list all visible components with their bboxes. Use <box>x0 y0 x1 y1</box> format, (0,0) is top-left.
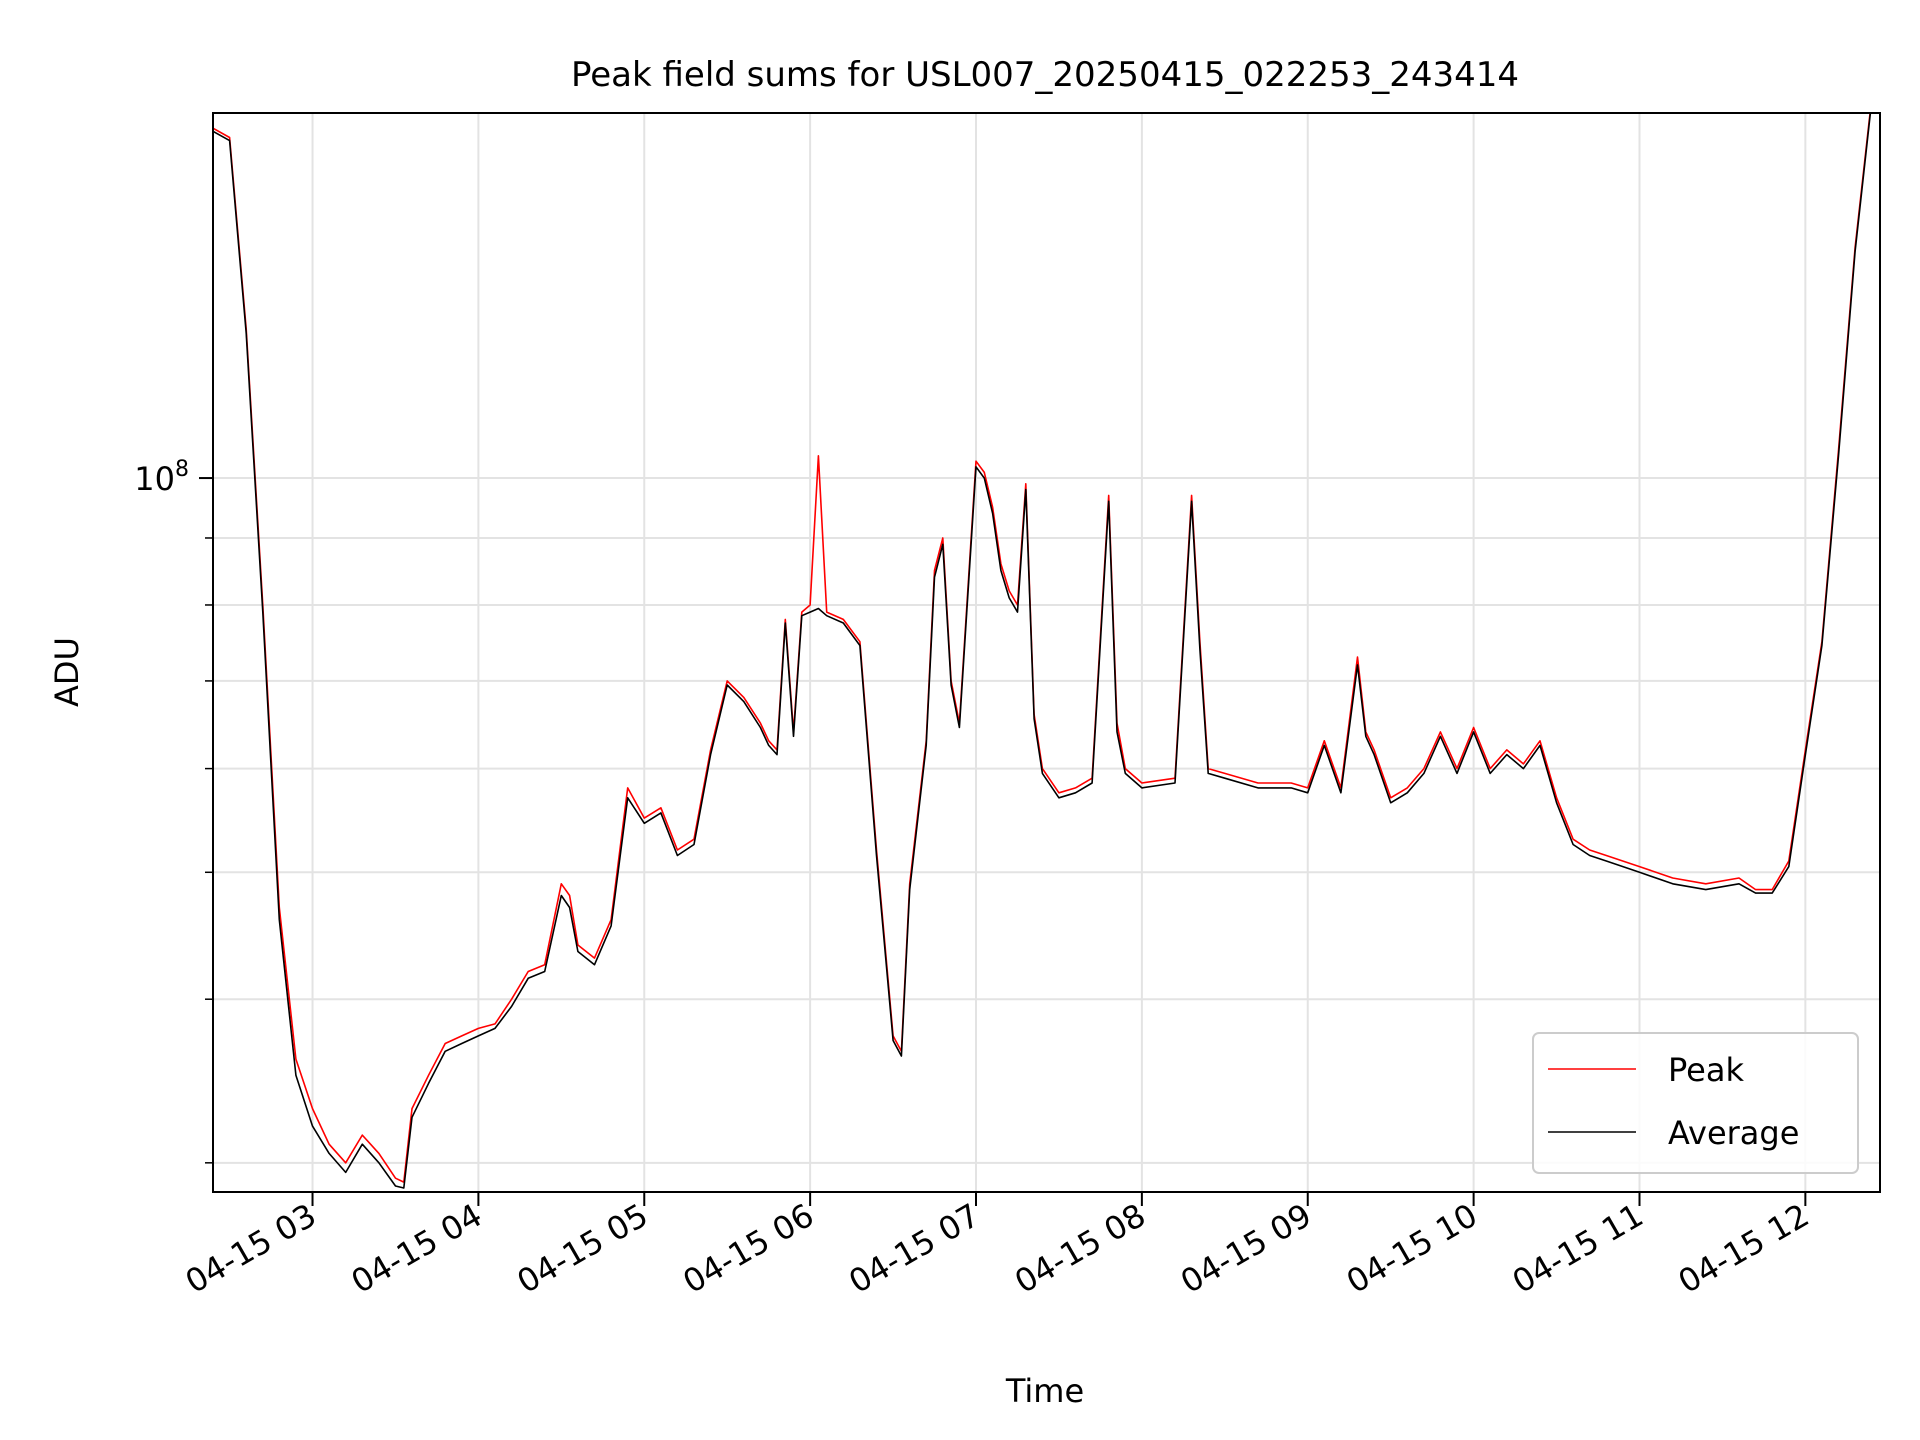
y-axis: 108 <box>134 457 213 1164</box>
grid <box>213 113 1880 1192</box>
series-line-average <box>213 113 1872 1189</box>
y-tick-label: 108 <box>134 457 189 498</box>
y-axis-label: ADU <box>48 637 86 707</box>
x-axis-label: Time <box>1005 1372 1084 1410</box>
legend-label-peak: Peak <box>1668 1051 1744 1089</box>
plot-frame <box>212 112 1881 1193</box>
plot-area <box>213 113 1872 1189</box>
legend-label-average: Average <box>1668 1114 1799 1152</box>
legend-box <box>1532 1032 1859 1174</box>
legend: Peak Average <box>1532 1032 1859 1174</box>
chart-title: Peak field sums for USL007_20250415_0222… <box>571 55 1519 95</box>
